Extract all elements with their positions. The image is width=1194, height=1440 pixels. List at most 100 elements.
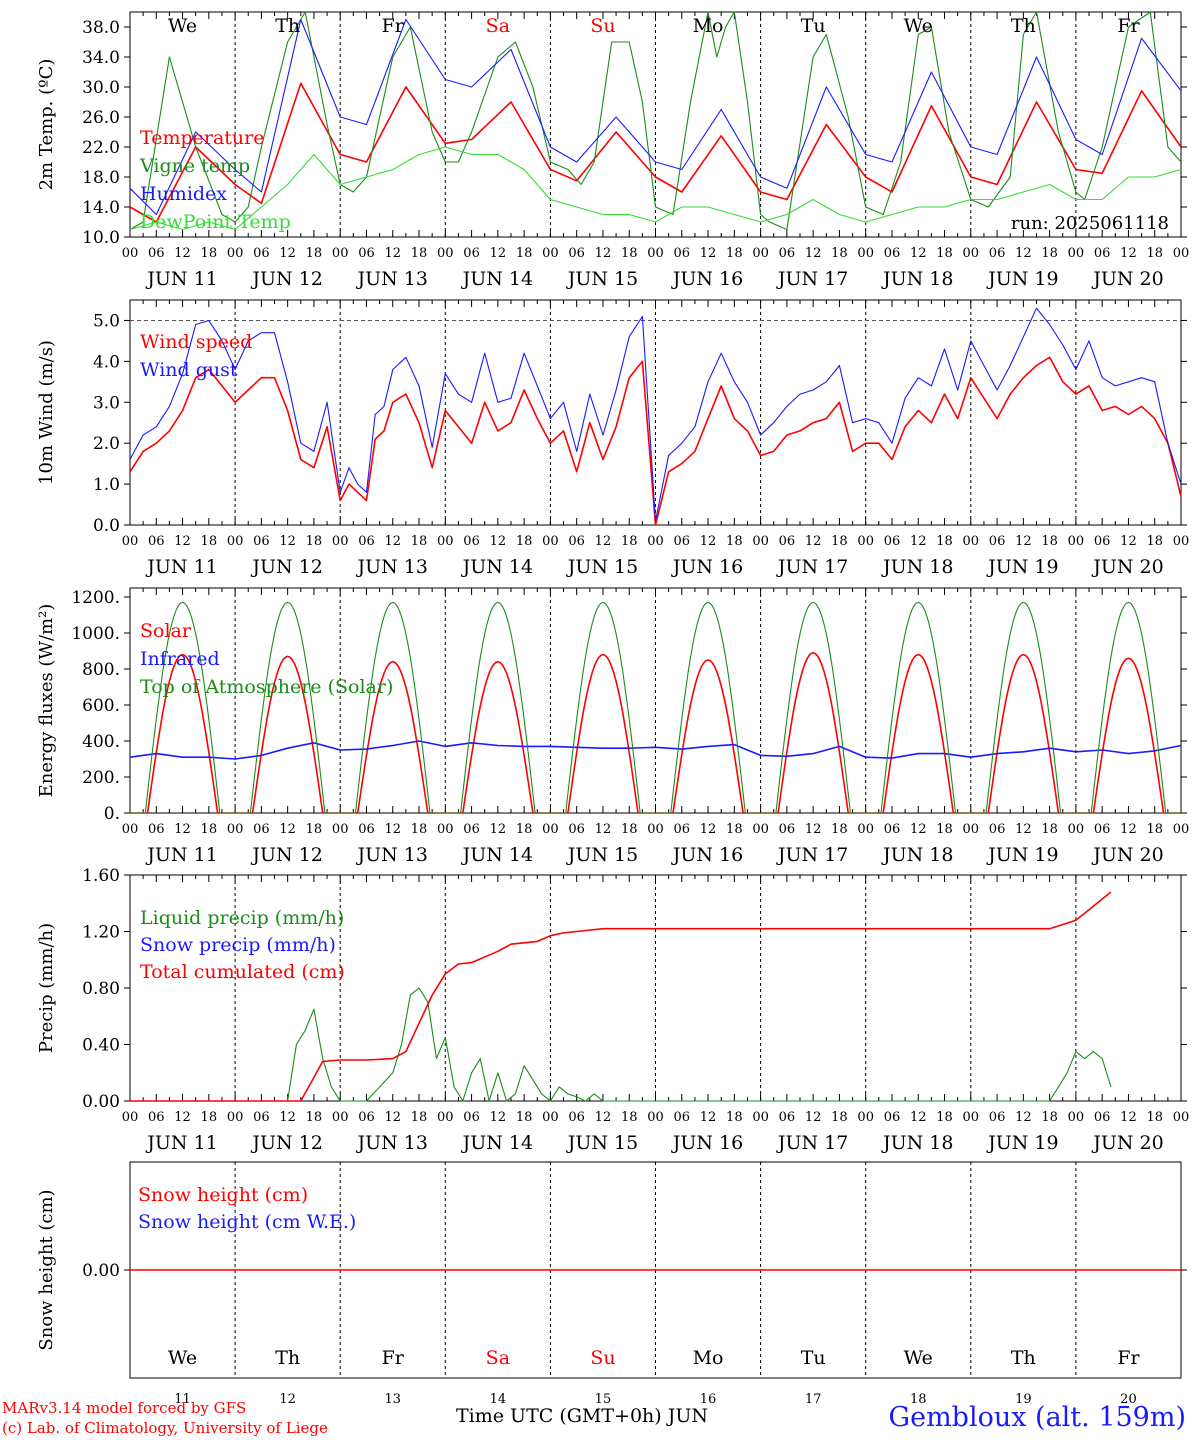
x-hour-label: 00 [1068,822,1085,837]
x-hour-label: 06 [148,534,165,549]
x-date-label: JUN 12 [250,1132,322,1154]
x-hour-label: 18 [411,246,428,261]
x-hour-label: 06 [568,822,585,837]
y-axis-label: 10m Wind (m/s) [36,340,57,485]
station-label: Gembloux (alt. 159m) [888,1402,1186,1433]
y-tick-label: 38.0 [82,18,120,38]
x-hour-label: 12 [1120,534,1137,549]
x-hour-label: 06 [253,534,270,549]
weekday-label-top: We [168,15,197,37]
legend-entry: Temperature [140,127,264,149]
x-hour-label: 00 [122,246,139,261]
x-date-label: JUN 13 [356,844,428,866]
x-hour-label: 12 [490,534,507,549]
x-date-label: JUN 12 [250,556,322,578]
x-hour-label: 00 [1173,1110,1190,1125]
y-tick-label: 3.0 [93,393,120,413]
x-hour-label: 12 [490,822,507,837]
x-hour-label: 06 [568,1110,585,1125]
x-hour-label: 00 [542,246,559,261]
x-date-label: JUN 19 [986,1132,1058,1154]
x-hour-label: 00 [332,534,349,549]
x-hour-label: 00 [1068,1110,1085,1125]
x-hour-label: 06 [989,246,1006,261]
day-number-label: 13 [384,1392,401,1407]
x-hour-label: 18 [831,246,848,261]
plot-frame [129,587,1182,814]
y-tick-label: 22.0 [82,138,120,158]
x-hour-label: 12 [700,1110,717,1125]
x-hour-label: 18 [516,246,533,261]
x-hour-label: 12 [490,246,507,261]
x-date-label: JUN 17 [776,268,848,290]
y-tick-label: 5.0 [93,311,120,331]
model-credit: MARv3.14 model forced by GFS [2,1399,247,1417]
series-line-top-of-atmosphere-solar- [130,601,1181,814]
x-hour-label: 18 [621,822,638,837]
x-hour-label: 06 [568,246,585,261]
weekday-label-top: Fr [1117,15,1140,37]
x-date-label: JUN 18 [881,556,953,578]
weekday-label-bottom: Mo [693,1347,724,1369]
x-hour-label: 18 [516,1110,533,1125]
series-line-dewpoint-temp [129,146,1182,231]
y-tick-label: 600. [82,696,120,716]
x-hour-label: 18 [726,246,743,261]
x-hour-label: 00 [437,822,454,837]
x-hour-label: 18 [621,246,638,261]
y-axis-label: Precip (mm/h) [36,923,57,1053]
x-hour-label: 00 [963,1110,980,1125]
x-date-label: JUN 11 [145,1132,217,1154]
day-number-label: 18 [910,1392,927,1407]
x-hour-label: 00 [963,534,980,549]
x-hour-label: 00 [122,1110,139,1125]
x-hour-label: 12 [910,1110,927,1125]
y-tick-label: 18.0 [82,168,120,188]
x-hour-label: 06 [568,534,585,549]
x-hour-label: 06 [884,1110,901,1125]
x-hour-label: 12 [279,1110,296,1125]
y-tick-label: 1.20 [82,923,120,943]
x-hour-label: 12 [700,534,717,549]
x-hour-label: 12 [595,822,612,837]
weekday-label-top: Tu [801,15,826,37]
x-hour-label: 06 [358,246,375,261]
x-hour-label: 00 [752,1110,769,1125]
y-tick-label: 0.00 [82,1261,120,1281]
x-date-label: JUN 15 [566,1132,638,1154]
x-date-label: JUN 18 [881,268,953,290]
series-line-humidex [129,18,1182,216]
x-hour-label: 12 [279,534,296,549]
time-axis-label: Time UTC (GMT+0h) JUN [456,1405,708,1427]
x-hour-label: 12 [490,1110,507,1125]
x-hour-label: 18 [201,534,218,549]
x-hour-label: 18 [936,822,953,837]
x-hour-label: 06 [358,534,375,549]
x-hour-label: 12 [805,822,822,837]
x-hour-label: 18 [201,246,218,261]
x-hour-label: 12 [174,1110,191,1125]
weekday-label-bottom: Fr [382,1347,405,1369]
day-number-label: 12 [279,1392,296,1407]
y-tick-label: 10.0 [82,228,120,248]
x-hour-label: 06 [674,534,691,549]
x-date-label: JUN 20 [1091,844,1163,866]
x-hour-label: 12 [910,534,927,549]
x-hour-label: 00 [542,1110,559,1125]
day-number-label: 19 [1015,1392,1032,1407]
legend-entry: DewPoint Temp [140,211,291,233]
x-hour-label: 12 [1120,1110,1137,1125]
x-hour-label: 18 [306,822,323,837]
legend-entry: Total cumulated (cm) [140,961,345,983]
x-date-label: JUN 14 [461,268,533,290]
x-date-label: JUN 19 [986,844,1058,866]
x-hour-label: 18 [1041,1110,1058,1125]
x-hour-label: 00 [647,1110,664,1125]
x-hour-label: 12 [1015,822,1032,837]
x-hour-label: 18 [831,822,848,837]
legend-entry: Liquid precip (mm/h) [140,907,344,929]
x-date-label: JUN 16 [671,268,743,290]
x-hour-label: 12 [174,246,191,261]
x-hour-label: 06 [779,1110,796,1125]
x-hour-label: 06 [1094,246,1111,261]
